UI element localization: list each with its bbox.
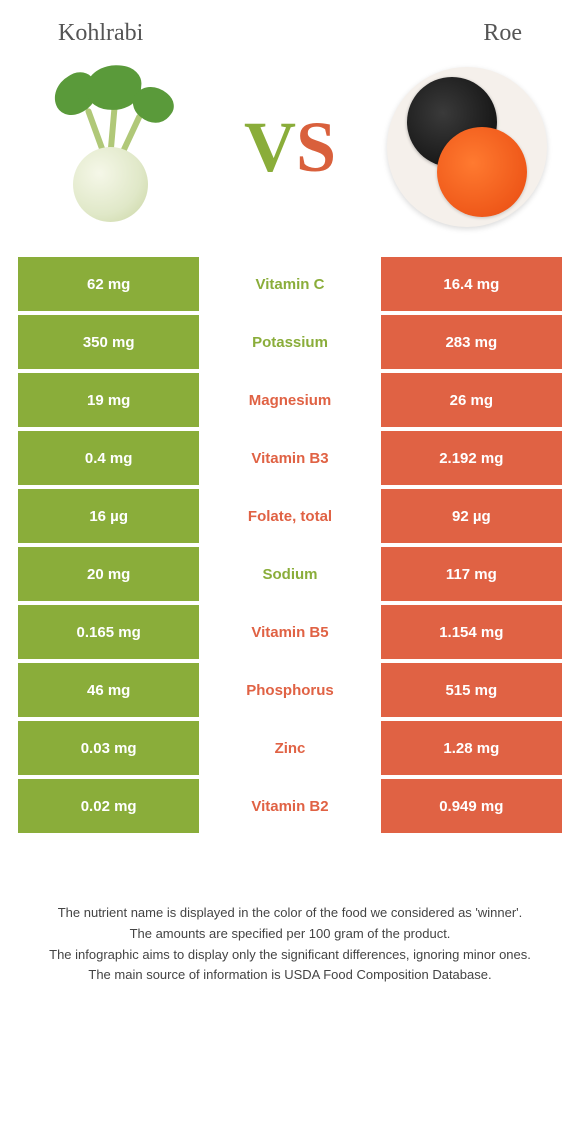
nutrient-label: Zinc: [199, 721, 380, 775]
footer-notes: The nutrient name is displayed in the co…: [18, 903, 562, 986]
left-value: 62 mg: [18, 257, 199, 311]
nutrient-row: 0.165 mgVitamin B51.154 mg: [18, 605, 562, 659]
kohlrabi-image: [28, 62, 198, 232]
right-value: 117 mg: [381, 547, 562, 601]
right-value: 2.192 mg: [381, 431, 562, 485]
right-value: 0.949 mg: [381, 779, 562, 833]
nutrient-label: Folate, total: [199, 489, 380, 543]
right-value: 92 µg: [381, 489, 562, 543]
nutrient-row: 20 mgSodium117 mg: [18, 547, 562, 601]
nutrient-row: 0.03 mgZinc1.28 mg: [18, 721, 562, 775]
left-value: 46 mg: [18, 663, 199, 717]
food-left-title: Kohlrabi: [58, 20, 143, 47]
nutrient-row: 46 mgPhosphorus515 mg: [18, 663, 562, 717]
nutrient-row: 19 mgMagnesium26 mg: [18, 373, 562, 427]
left-value: 0.03 mg: [18, 721, 199, 775]
roe-image: [382, 62, 552, 232]
nutrient-row: 0.4 mgVitamin B32.192 mg: [18, 431, 562, 485]
nutrient-row: 350 mgPotassium283 mg: [18, 315, 562, 369]
footer-line: The nutrient name is displayed in the co…: [23, 903, 557, 924]
left-value: 20 mg: [18, 547, 199, 601]
vs-s: S: [296, 106, 336, 189]
footer-line: The amounts are specified per 100 gram o…: [23, 924, 557, 945]
footer-line: The infographic aims to display only the…: [23, 945, 557, 966]
right-value: 26 mg: [381, 373, 562, 427]
right-value: 1.154 mg: [381, 605, 562, 659]
nutrient-label: Vitamin B5: [199, 605, 380, 659]
left-value: 19 mg: [18, 373, 199, 427]
nutrient-label: Magnesium: [199, 373, 380, 427]
nutrient-row: 16 µgFolate, total92 µg: [18, 489, 562, 543]
nutrient-row: 62 mgVitamin C16.4 mg: [18, 257, 562, 311]
nutrient-label: Phosphorus: [199, 663, 380, 717]
left-value: 0.02 mg: [18, 779, 199, 833]
header: Kohlrabi Roe: [18, 20, 562, 62]
food-right-title: Roe: [483, 20, 522, 47]
images-row: V S: [18, 62, 562, 257]
left-value: 350 mg: [18, 315, 199, 369]
left-value: 16 µg: [18, 489, 199, 543]
right-value: 16.4 mg: [381, 257, 562, 311]
nutrient-row: 0.02 mgVitamin B20.949 mg: [18, 779, 562, 833]
nutrient-label: Vitamin C: [199, 257, 380, 311]
nutrient-label: Sodium: [199, 547, 380, 601]
nutrient-label: Potassium: [199, 315, 380, 369]
nutrient-label: Vitamin B3: [199, 431, 380, 485]
right-value: 283 mg: [381, 315, 562, 369]
right-value: 515 mg: [381, 663, 562, 717]
left-value: 0.165 mg: [18, 605, 199, 659]
nutrient-table: 62 mgVitamin C16.4 mg350 mgPotassium283 …: [18, 257, 562, 833]
nutrient-label: Vitamin B2: [199, 779, 380, 833]
vs-label: V S: [244, 106, 336, 189]
footer-line: The main source of information is USDA F…: [23, 965, 557, 986]
left-value: 0.4 mg: [18, 431, 199, 485]
right-value: 1.28 mg: [381, 721, 562, 775]
vs-v: V: [244, 106, 296, 189]
